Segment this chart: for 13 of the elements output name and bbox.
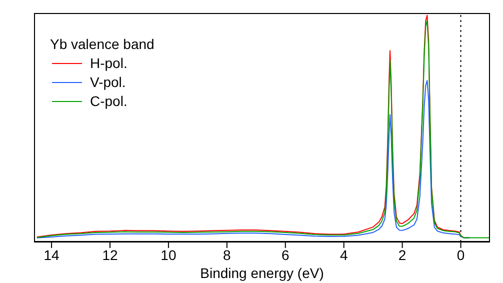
x-tick-label: 2 <box>398 246 406 263</box>
x-axis-title: Binding energy (eV) <box>200 265 324 281</box>
x-tick-label: 6 <box>281 246 290 263</box>
legend-label: C-pol. <box>90 92 128 111</box>
x-tick-label: 14 <box>44 246 60 263</box>
x-tick-label: 0 <box>456 246 465 263</box>
x-tick-label: 12 <box>102 246 118 263</box>
x-tick-label: 8 <box>223 246 232 263</box>
legend-label: H-pol. <box>90 54 128 73</box>
x-tick-label: 4 <box>340 246 348 263</box>
x-tick-label: 10 <box>160 246 176 263</box>
legend-title: Yb valence band <box>50 35 154 54</box>
legend-label: V-pol. <box>90 73 126 92</box>
